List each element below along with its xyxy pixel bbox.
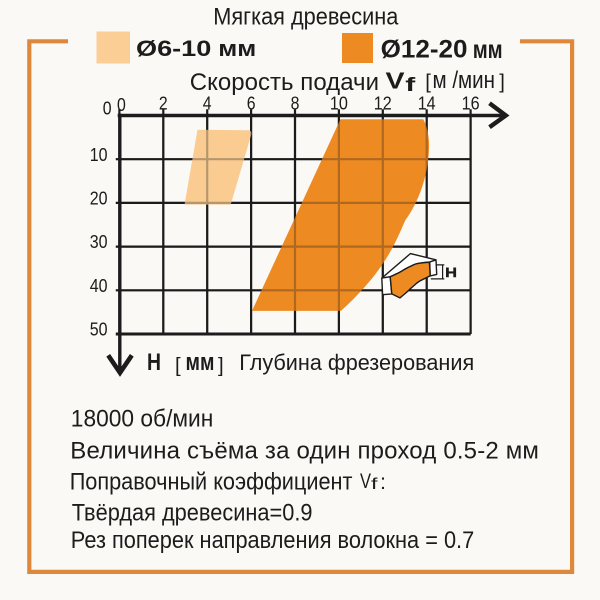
svg-text:0: 0: [103, 99, 112, 119]
svg-text:Ø6-10: Ø6-10: [136, 36, 211, 61]
svg-text:f: f: [371, 476, 379, 493]
svg-text:V: V: [386, 67, 406, 93]
svg-text:Мягкая древесина: Мягкая древесина: [213, 4, 399, 31]
svg-text:0: 0: [117, 95, 126, 115]
svg-text:50: 50: [90, 320, 108, 340]
svg-text:10: 10: [330, 93, 348, 113]
svg-text:Твёрдая древесина=0.9: Твёрдая древесина=0.9: [72, 500, 313, 527]
svg-text::: :: [380, 470, 386, 494]
svg-text:20: 20: [90, 189, 108, 209]
svg-text:[: [: [175, 355, 181, 377]
svg-text:]: ]: [499, 72, 505, 94]
svg-text:мм: мм: [186, 350, 215, 376]
svg-text:14: 14: [418, 93, 436, 113]
svg-text:V: V: [360, 469, 372, 493]
svg-text:мм: мм: [473, 36, 503, 64]
svg-text:мм: мм: [218, 36, 256, 61]
svg-text:]: ]: [218, 355, 224, 377]
svg-text:30: 30: [90, 232, 108, 252]
svg-text:18000 об/мин: 18000 об/мин: [71, 406, 214, 433]
svg-text:Рез поперек направления волокн: Рез поперек направления волокна = 0.7: [71, 527, 474, 554]
svg-text:12: 12: [374, 93, 392, 113]
svg-text:f: f: [405, 74, 416, 96]
svg-text:Скорость подачи: Скорость подачи: [190, 69, 379, 96]
svg-text:[: [: [425, 72, 431, 94]
svg-text:16: 16: [462, 93, 480, 113]
svg-text:Величина съёма за один проход: Величина съёма за один проход 0.5-2 мм: [70, 438, 539, 465]
svg-text:4: 4: [203, 93, 212, 113]
svg-text:H: H: [147, 349, 161, 376]
svg-text:Поправочный коэффициент: Поправочный коэффициент: [70, 468, 353, 495]
svg-text:8: 8: [291, 93, 300, 113]
svg-text:10: 10: [90, 145, 108, 165]
svg-text:м /мин: м /мин: [433, 67, 496, 94]
svg-text:40: 40: [90, 276, 108, 296]
svg-text:2: 2: [159, 93, 168, 113]
svg-text:Ø12-20: Ø12-20: [381, 36, 468, 64]
svg-text:6: 6: [247, 93, 256, 113]
svg-text:Глубина фрезерования: Глубина фрезерования: [239, 350, 474, 375]
